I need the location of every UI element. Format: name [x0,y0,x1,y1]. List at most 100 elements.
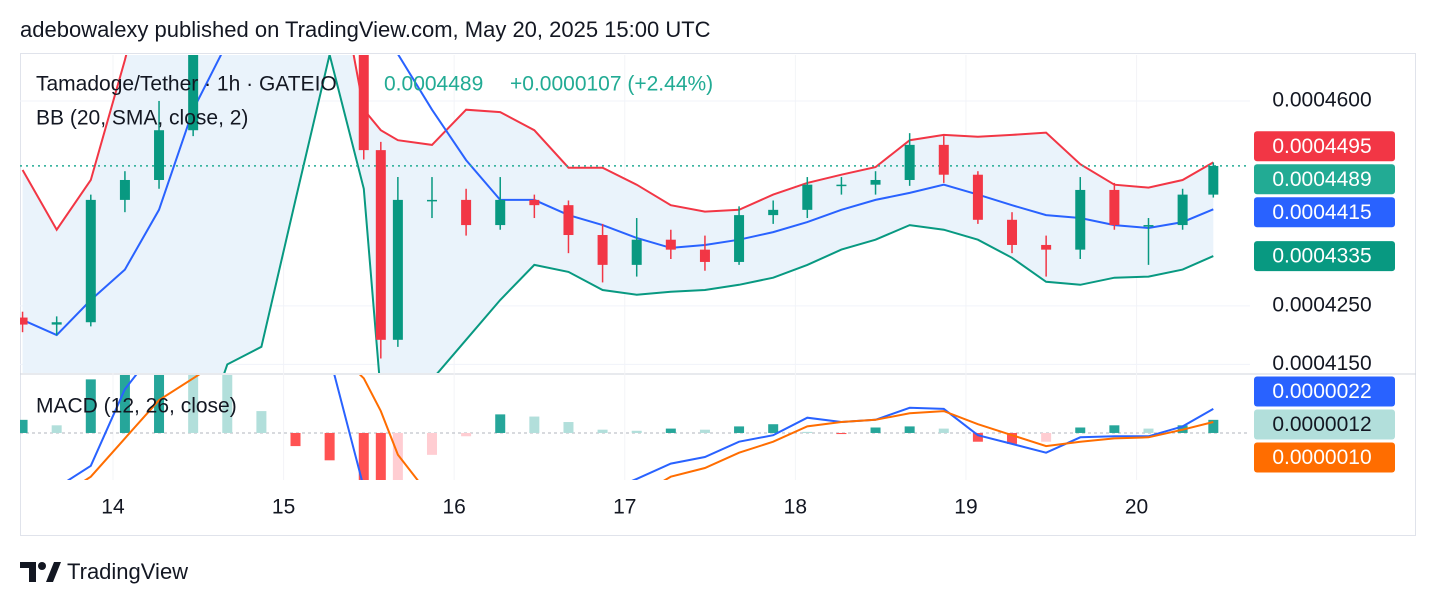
histogram-bar [290,432,301,447]
histogram-bar [768,424,779,433]
candle-body [119,179,130,200]
price-tag [1254,442,1395,473]
candle-body [1208,165,1219,195]
candle-body [375,150,386,340]
candle-body [256,0,266,13]
candle-body [938,144,949,175]
histogram-bar [324,432,335,461]
x-tick-label: 16 [442,496,465,519]
histogram-bar [802,431,813,433]
histogram-bar [904,426,915,433]
price-tag-label: 0.0004495 [1272,135,1371,158]
histogram-bar [20,419,28,433]
price-change: +0.0000107 (+2.44%) [510,73,713,96]
price-tag-label: 0.0004335 [1272,245,1371,268]
histogram-bar [1208,419,1219,433]
candle-body [699,249,710,262]
histogram-bar [461,432,472,437]
x-tick-label: 14 [101,496,125,519]
y-tick-label: 0.0004600 [1272,89,1371,112]
histogram-bar [938,428,949,433]
candle-body [51,322,62,325]
candle-body [904,144,915,180]
x-tick-label: 18 [784,496,807,519]
price-tag [1254,164,1395,195]
histogram-bar [699,429,710,433]
x-tick-label: 17 [613,496,636,519]
price-tag-label: 0.0000010 [1272,446,1371,469]
histogram-bar [85,379,96,433]
candle-body [631,239,642,265]
candle-body [85,199,96,323]
price-tag-label: 0.0000012 [1272,413,1371,436]
candle-body [154,130,165,180]
histogram-bar [563,422,574,433]
indicator-line [223,55,1214,373]
candle-body [1109,189,1120,226]
histogram-bar [188,375,199,433]
candle-body [529,199,540,206]
candle-body [20,317,28,325]
histogram-bar [836,432,847,435]
candle-body [597,235,608,265]
candle-body [1075,189,1086,250]
histogram-bar [256,411,267,433]
histogram-bar [1007,432,1018,444]
bb-legend: BB (20, SMA, close, 2) [36,107,248,130]
x-tick-label: 20 [1125,496,1148,519]
logo-dot [38,562,46,570]
y-tick-label: 0.0004150 [1272,352,1371,375]
candle-body [461,199,472,226]
logo-t [20,562,36,582]
axes: 0.0004600 0.0004250 0.0004150 0.0004495 0.00… [101,89,1395,519]
histogram-bar [870,427,881,433]
price-tag [1254,241,1395,272]
candle-body [768,209,779,216]
histogram-bar [734,426,745,433]
symbol-title: Tamadoge/Tether · 1h · GATEIO [36,73,337,96]
candle-body [563,205,574,236]
candle-body [1177,194,1188,226]
x-tick-label: 15 [272,496,295,519]
histogram-bar [375,432,386,480]
candle-body [870,179,881,185]
histogram-bar [1143,428,1154,433]
price-tag-label: 0.0004489 [1272,168,1371,191]
band-fill [22,55,1214,373]
candle-body [495,199,506,226]
candle-body [1143,225,1154,227]
brand: TradingView [67,559,188,584]
candle-body [972,174,983,220]
macd-legend: MACD (12, 26, close) [36,395,237,418]
histogram-bar [529,416,540,433]
candle-body [836,184,847,187]
histogram-bar [119,375,130,433]
candle-body [734,215,745,262]
price-tag [1254,409,1395,440]
last-price: 0.0004489 [384,73,483,96]
histogram-bar [392,432,403,480]
price-tag [1254,131,1395,162]
y-tick-label: 0.0004250 [1272,293,1371,316]
price-tag [1254,197,1395,228]
histogram-bar [1075,427,1086,433]
macd-pane [20,375,1250,480]
candle-body [358,55,369,151]
candle-body [188,55,199,131]
price-tag-label: 0.0004415 [1272,201,1371,224]
candle-body [392,199,403,340]
histogram-bar [426,432,437,455]
histogram-bar [665,428,676,433]
histogram-bar [495,414,506,433]
brand-logo [20,562,61,582]
histogram-bar [154,375,165,433]
indicator-line [66,375,1214,480]
indicator-line [21,55,1214,232]
x-tick-label: 19 [954,496,977,519]
indicator-line [83,375,1214,480]
histogram-bar [631,430,642,433]
histogram-bar [1041,432,1052,442]
price-tag-label: 0.0000022 [1272,380,1371,403]
